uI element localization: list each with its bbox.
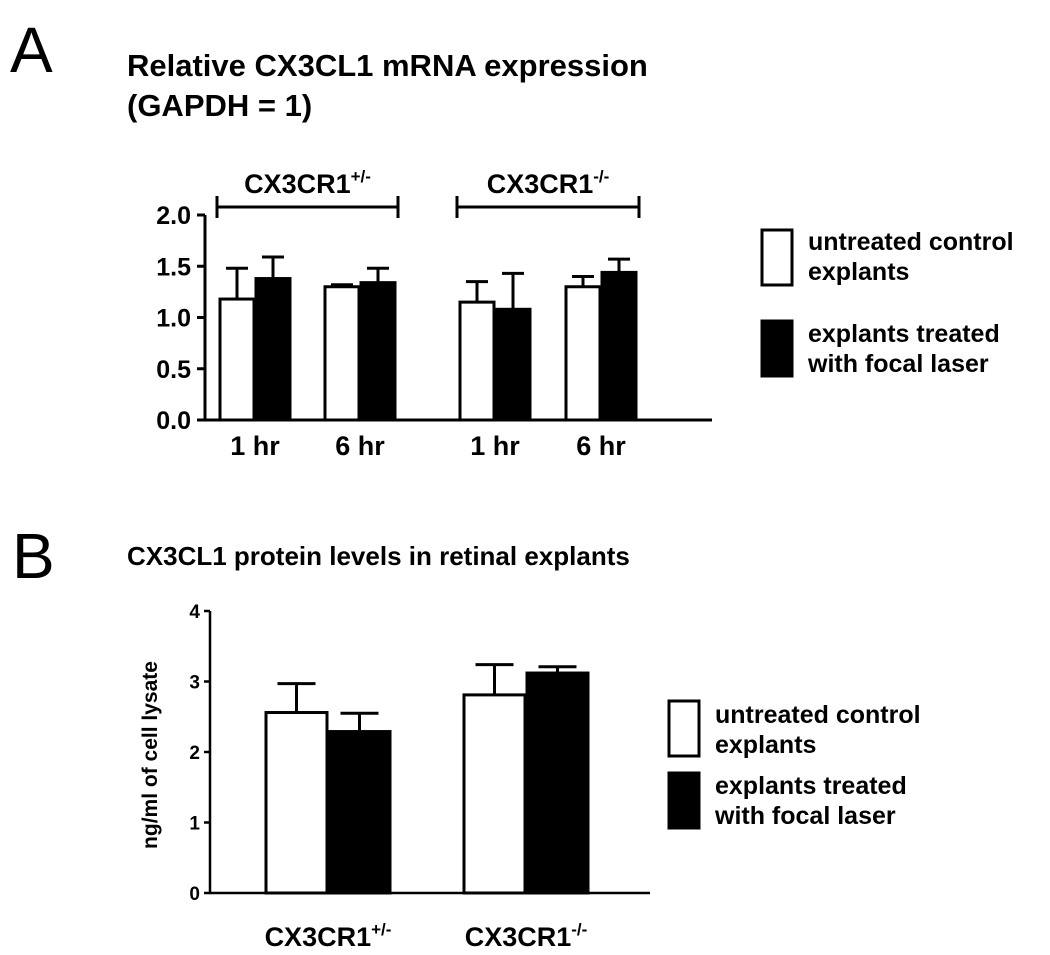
chart-a-ytick-label: 1.5 — [156, 253, 191, 281]
chart-b-bar — [264, 711, 329, 895]
legend-a-label-untreated-1: untreated control — [808, 228, 1014, 256]
legend-b-swatch-untreated — [667, 699, 701, 758]
chart-b-category-label-sup: -/- — [571, 920, 587, 939]
chart-b-bar — [525, 671, 590, 895]
chart-a-bar — [359, 281, 397, 422]
legend-b-label-untreated-1: untreated control — [715, 701, 921, 729]
chart-a-bar — [600, 270, 638, 422]
chart-a-category-label: 6 hr — [576, 431, 626, 461]
chart-a-bar — [218, 297, 256, 422]
legend-b-label-untreated-2: explants — [715, 731, 816, 759]
panel-b-letter: B — [12, 520, 55, 592]
chart-a-category-label: 1 hr — [470, 431, 520, 461]
chart-a-group-label-sup: -/- — [593, 167, 609, 186]
chart-a-bar — [564, 285, 602, 422]
chart-b-category-label: CX3CR1+/- — [265, 920, 392, 952]
chart-a-ytick-label: 0.0 — [156, 407, 191, 435]
chart-b-category-label-sup: +/- — [371, 920, 391, 939]
chart-a-category-label: 1 hr — [230, 431, 280, 461]
chart-a-ytick-label: 0.5 — [156, 356, 191, 384]
chart-a-group-label: CX3CR1-/- — [487, 167, 610, 199]
chart-a-ytick-label: 1.0 — [156, 305, 191, 333]
chart-b-ytick-label: 0 — [189, 884, 200, 905]
chart-b-ylabel: ng/ml of cell lysate — [139, 661, 162, 849]
chart-b-category-label-base: CX3CR1 — [265, 922, 372, 952]
legend-b-label-laser-2: with focal laser — [714, 802, 896, 830]
panel-a-letter: A — [10, 14, 53, 86]
chart-a-group-label-base: CX3CR1 — [244, 169, 351, 199]
legend-b-swatch-laser — [667, 771, 701, 830]
chart-a-title: Relative CX3CL1 mRNA expression — [127, 48, 648, 83]
chart-b-category-label-base: CX3CR1 — [465, 922, 572, 952]
chart-a-subtitle: (GAPDH = 1) — [127, 88, 312, 123]
legend-b-label-laser-1: explants treated — [715, 772, 907, 800]
chart-a-legend: untreated control explants explants trea… — [760, 228, 1014, 378]
legend-a-label-laser-1: explants treated — [808, 320, 1000, 348]
chart-a-group-label: CX3CR1+/- — [244, 167, 371, 199]
legend-a-label-untreated-2: explants — [808, 258, 909, 286]
chart-b-ytick-label: 1 — [189, 814, 200, 835]
chart-b-title: CX3CL1 protein levels in retinal explant… — [127, 541, 630, 571]
chart-a-bar — [494, 307, 532, 422]
chart-b-ytick-label: 3 — [189, 673, 200, 694]
legend-a-swatch-untreated — [760, 228, 794, 287]
chart-a-ytick-label: 2.0 — [156, 202, 191, 230]
legend-a-swatch-laser — [760, 319, 794, 378]
chart-a-bar — [323, 285, 361, 422]
chart-b-ytick-label: 2 — [189, 743, 200, 764]
chart-b-bar — [462, 693, 527, 895]
chart-a-bar — [254, 277, 292, 422]
chart-b-bar — [327, 730, 392, 895]
legend-a-label-laser-2: with focal laser — [807, 350, 989, 378]
chart-a-group-label-base: CX3CR1 — [487, 169, 594, 199]
chart-a: 0.00.51.01.52.01 hr 6 hr 1 hr 6 hrCX3CR1+/-… — [156, 167, 712, 461]
chart-b-ytick-label: 4 — [189, 602, 200, 623]
chart-a-category-label: 6 hr — [335, 431, 385, 461]
chart-a-bar — [458, 300, 496, 422]
chart-a-group-label-sup: +/- — [351, 167, 371, 186]
chart-b-legend: untreated control explants explants trea… — [667, 699, 921, 830]
chart-b-category-label: CX3CR1-/- — [465, 920, 588, 952]
